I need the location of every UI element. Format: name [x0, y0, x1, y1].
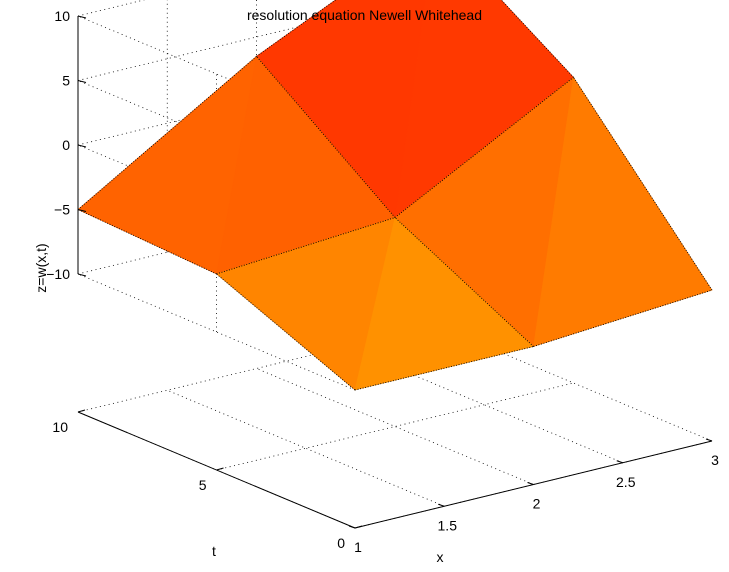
surface-mesh-edge — [256, 0, 337, 57]
axes: 1 1.5 2 2.5 3 0 5 10 −10 −5 0 5 10 — [46, 8, 719, 555]
x-tick — [348, 525, 356, 529]
surface-mesh-edge — [394, 217, 534, 347]
y-tick-label: 5 — [199, 477, 207, 493]
z-axis-label: z=w(x,t) — [33, 243, 49, 292]
y-tick-label: 10 — [52, 419, 68, 435]
floor-grid-x — [345, 346, 623, 464]
surface-mesh-edge — [256, 56, 396, 218]
surface-mesh-edge — [77, 209, 217, 275]
y-tick — [354, 525, 363, 529]
surface-mesh-edge — [354, 346, 534, 391]
x-tick — [616, 460, 623, 464]
x-axis-label: x — [437, 549, 444, 565]
y-tick — [77, 409, 86, 413]
surface — [77, 0, 713, 391]
floor-grid-t — [216, 382, 574, 471]
z-tick — [77, 209, 87, 212]
z-tick-label: −10 — [46, 266, 70, 282]
x-tick-label: 1.5 — [438, 517, 458, 533]
floor-grid-x — [256, 368, 534, 485]
z-tick — [77, 80, 87, 83]
floor-grid-x — [167, 389, 445, 507]
z-tick-label: 5 — [62, 73, 70, 89]
left-wall-grid-z — [77, 273, 356, 391]
z-tick-label: 0 — [62, 137, 70, 153]
surface-mesh-edge — [500, 0, 574, 78]
z-tick — [77, 15, 87, 19]
z-tick — [77, 144, 87, 148]
x-tick — [527, 482, 534, 485]
floor-grid-x — [434, 324, 713, 442]
y-tick — [216, 467, 224, 471]
x-tick-label: 2.5 — [616, 474, 636, 490]
z-tick-label: 10 — [54, 8, 70, 24]
z-tick-label: −5 — [54, 202, 70, 218]
y-axis-label: t — [212, 543, 216, 559]
surface-mesh-edge — [77, 56, 257, 210]
x-tick-label: 2 — [533, 496, 541, 512]
y-tick-label: 0 — [337, 535, 345, 551]
surface-patch — [533, 76, 713, 347]
chart-title: resolution equation Newell Whitehead — [246, 7, 483, 23]
x-tick-label: 1 — [354, 539, 362, 555]
x-tick — [438, 503, 445, 507]
surface-mesh-edge — [573, 77, 713, 291]
z-tick — [77, 273, 87, 277]
x-tick-label: 3 — [711, 452, 719, 468]
x-tick — [705, 438, 713, 442]
